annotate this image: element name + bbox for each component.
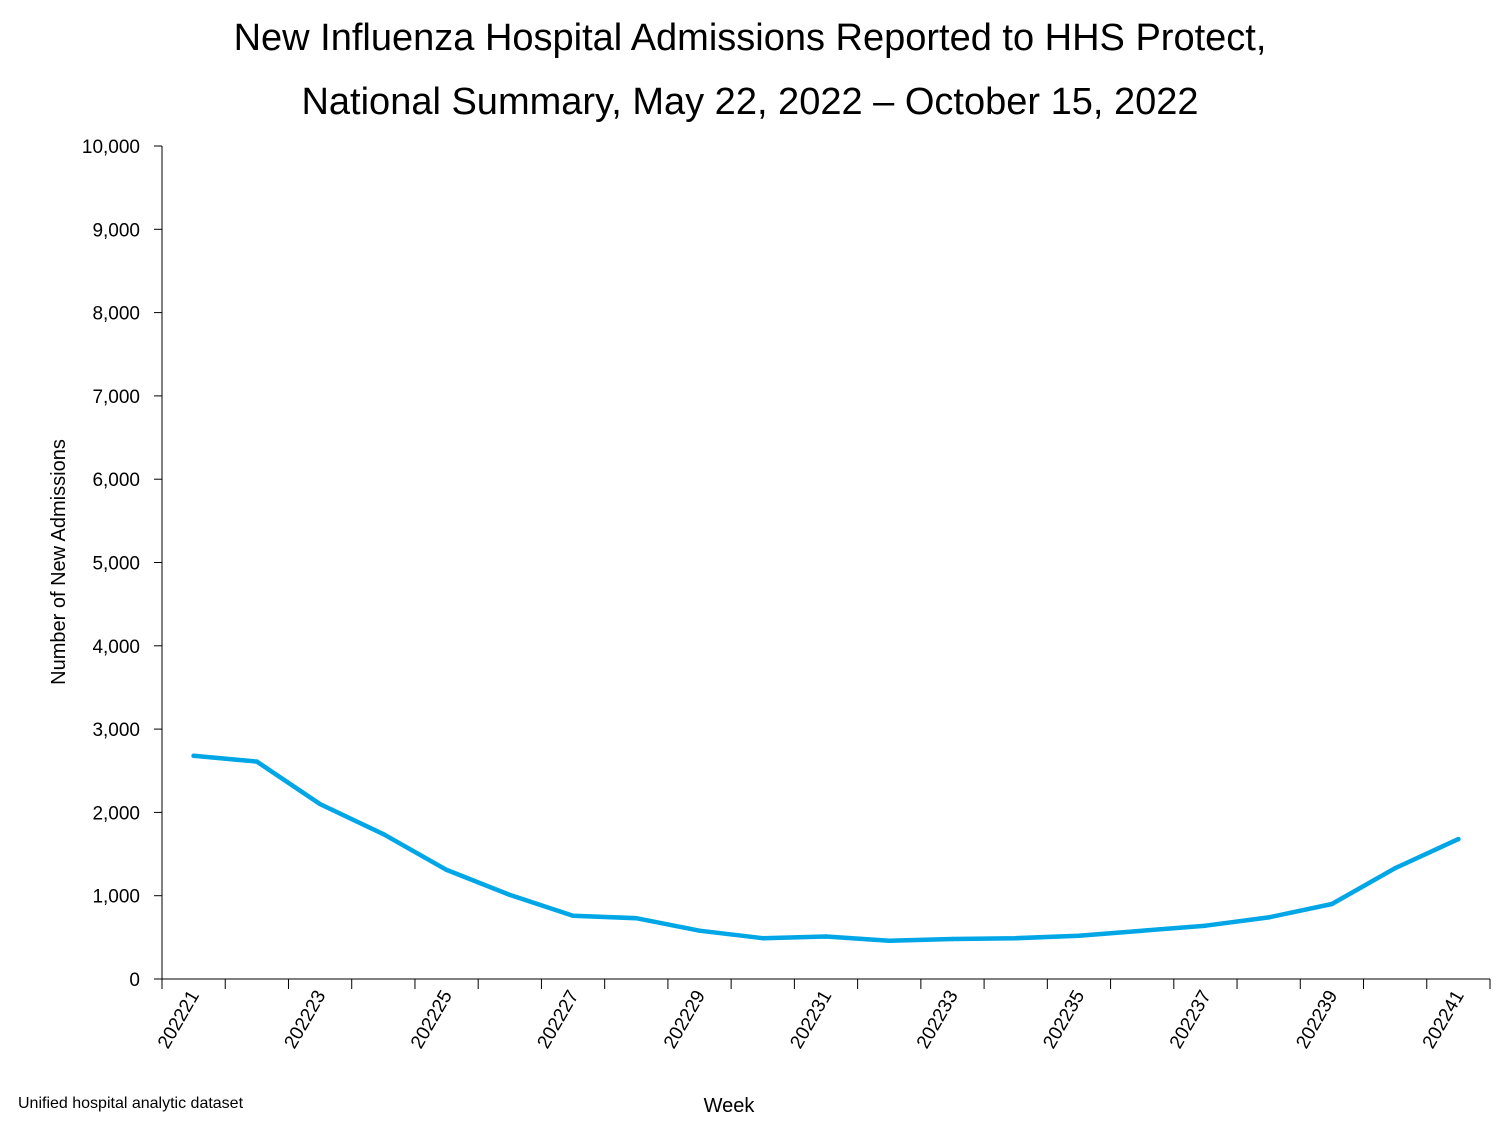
data-point bbox=[1392, 866, 1398, 871]
data-point bbox=[697, 928, 702, 933]
y-tick-label: 3,000 bbox=[92, 720, 140, 741]
data-point bbox=[507, 892, 512, 898]
y-tick-label: 9,000 bbox=[92, 220, 140, 241]
x-tick-label: 202241 bbox=[1419, 987, 1469, 1052]
source-note: Unified hospital analytic dataset bbox=[18, 1095, 244, 1112]
data-point bbox=[887, 938, 892, 943]
x-tick-label: 202227 bbox=[533, 987, 583, 1052]
x-axis-title: Week bbox=[704, 1095, 756, 1117]
y-axis-ticks: 0 1,000 2,000 3,000 4,000 5,000 6,000 7,000 8,00… bbox=[82, 137, 162, 991]
data-point bbox=[254, 759, 260, 764]
data-point bbox=[317, 801, 323, 807]
data-point bbox=[1076, 933, 1082, 938]
data-point bbox=[1456, 836, 1461, 842]
chart-title-block: New Influenza Hospital Admissions Report… bbox=[0, 6, 1500, 134]
axes-group bbox=[161, 146, 1490, 980]
data-point bbox=[1013, 936, 1018, 941]
x-tick-label: 202239 bbox=[1292, 987, 1342, 1052]
y-axis-title: Number of New Admissions bbox=[48, 439, 70, 685]
x-tick-label: 202237 bbox=[1166, 987, 1216, 1052]
y-tick-label: 0 bbox=[129, 970, 140, 991]
data-point bbox=[823, 934, 829, 939]
data-point bbox=[760, 936, 765, 941]
series-group bbox=[191, 753, 1461, 943]
data-point bbox=[191, 753, 196, 758]
chart-subtitle: National Summary, May 22, 2022 – October… bbox=[301, 81, 1199, 123]
chart-title: New Influenza Hospital Admissions Report… bbox=[233, 17, 1267, 59]
series-line bbox=[191, 753, 1461, 943]
y-tick-label: 7,000 bbox=[92, 387, 140, 408]
y-tick-label: 4,000 bbox=[92, 637, 140, 658]
x-tick-label: 202225 bbox=[407, 987, 457, 1052]
x-tick-label: 202229 bbox=[660, 987, 710, 1052]
y-tick-label: 10,000 bbox=[82, 137, 140, 158]
data-point bbox=[1266, 915, 1271, 920]
data-point bbox=[634, 916, 639, 921]
data-point bbox=[444, 867, 449, 873]
y-tick-label: 2,000 bbox=[92, 803, 140, 824]
data-point bbox=[1329, 901, 1335, 907]
data-point bbox=[381, 831, 386, 837]
y-tick-label: 1,000 bbox=[92, 887, 140, 908]
x-tick-label: 202221 bbox=[154, 987, 204, 1052]
x-tick-label: 202235 bbox=[1039, 987, 1089, 1052]
data-point bbox=[950, 936, 955, 942]
data-point bbox=[1140, 928, 1145, 933]
x-tick-label: 202233 bbox=[913, 987, 963, 1052]
data-point bbox=[1203, 923, 1208, 928]
y-tick-label: 8,000 bbox=[92, 304, 140, 325]
y-tick-label: 5,000 bbox=[92, 554, 140, 575]
x-tick-label: 202223 bbox=[281, 987, 331, 1052]
data-point bbox=[570, 913, 576, 918]
y-tick-label: 6,000 bbox=[92, 470, 140, 491]
x-tick-label: 202231 bbox=[786, 987, 836, 1052]
x-axis-ticks: 202221 202223 202225 202227 202229 202231 2022… bbox=[154, 979, 1491, 1052]
